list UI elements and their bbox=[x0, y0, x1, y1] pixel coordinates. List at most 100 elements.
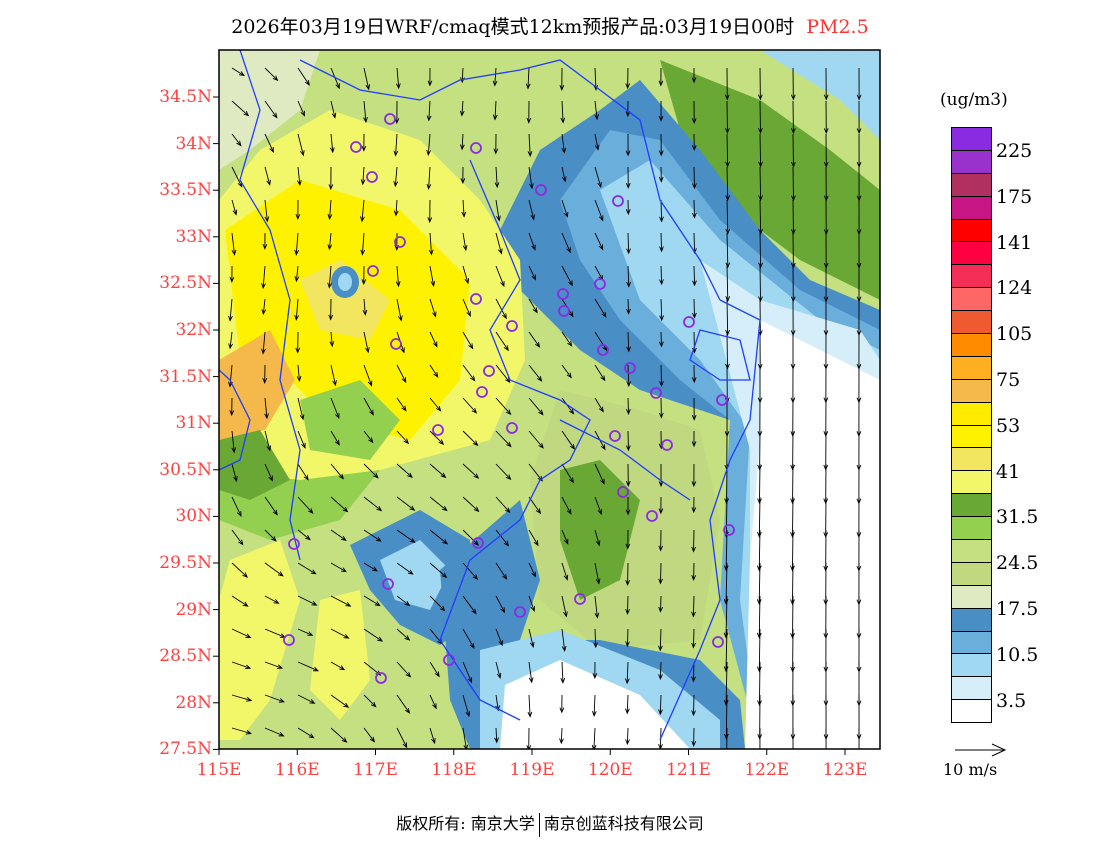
station-marker bbox=[514, 606, 526, 618]
wind-arrow bbox=[856, 100, 862, 135]
station-marker bbox=[367, 265, 379, 277]
wind-arrow bbox=[328, 166, 334, 191]
wind-arrow bbox=[495, 331, 509, 352]
wind-arrow bbox=[593, 628, 598, 649]
wind-arrow bbox=[297, 727, 315, 739]
wind-arrow bbox=[427, 199, 433, 224]
wind-arrow bbox=[756, 595, 762, 639]
wind-arrow bbox=[462, 232, 468, 252]
longitude-label: 118E bbox=[431, 760, 477, 780]
wind-arrow bbox=[297, 166, 302, 187]
wind-arrow bbox=[758, 166, 763, 202]
wind-arrow bbox=[626, 265, 631, 288]
monitoring-stations bbox=[283, 113, 735, 684]
wind-arrow bbox=[528, 199, 535, 221]
wind-arrow bbox=[823, 100, 829, 135]
wind-arrow bbox=[691, 562, 697, 581]
wind-arrow bbox=[462, 628, 475, 649]
wind-arrow bbox=[264, 67, 279, 82]
wind-arrow bbox=[264, 727, 285, 737]
wind-arrow bbox=[561, 232, 571, 254]
wind-arrow bbox=[561, 430, 576, 450]
wind-arrow bbox=[658, 628, 663, 652]
wind-arrow bbox=[495, 265, 505, 288]
wind-arrow bbox=[362, 298, 368, 316]
wind-arrow bbox=[528, 331, 541, 348]
wind-arrow bbox=[625, 100, 631, 118]
wind-arrow bbox=[327, 265, 332, 289]
wind-arrow bbox=[658, 496, 664, 515]
wind-arrow bbox=[297, 529, 311, 541]
wind-arrow bbox=[363, 562, 378, 572]
legend-color-box bbox=[952, 150, 991, 174]
latitude-label: 28.5N bbox=[159, 646, 212, 667]
wind-arrow bbox=[691, 595, 696, 618]
wind-arrow bbox=[229, 397, 235, 417]
wind-arrow bbox=[791, 133, 796, 168]
wind-arrow bbox=[393, 199, 399, 217]
wind-arrow bbox=[396, 694, 411, 714]
legend-label: 141 bbox=[996, 231, 1033, 254]
longitude-label: 123E bbox=[822, 760, 868, 780]
legend-color-box bbox=[952, 448, 991, 472]
wind-arrow bbox=[363, 529, 382, 542]
wind-arrow bbox=[790, 496, 795, 538]
wind-arrow bbox=[561, 364, 572, 379]
wind-arrow bbox=[559, 694, 565, 714]
station-marker bbox=[506, 320, 518, 332]
wind-arrow bbox=[330, 463, 345, 480]
latitude-label: 30.5N bbox=[159, 459, 212, 480]
wind-arrow bbox=[561, 265, 573, 287]
station-marker bbox=[288, 538, 300, 550]
wind-arrow bbox=[429, 364, 439, 378]
station-marker bbox=[646, 510, 658, 522]
legend-unit: (ug/m3) bbox=[940, 90, 1008, 110]
wind-arrow bbox=[462, 265, 470, 285]
wind-arrow bbox=[658, 397, 664, 419]
wind-arrow bbox=[396, 562, 414, 575]
station-marker bbox=[470, 142, 482, 154]
wind-arrow bbox=[459, 133, 465, 151]
wind-arrow bbox=[726, 727, 728, 749]
station-marker bbox=[443, 654, 455, 666]
wind-arrow bbox=[625, 727, 630, 746]
legend-color-box bbox=[952, 288, 991, 312]
wind-arrow bbox=[231, 529, 244, 546]
wind-arrow bbox=[295, 331, 301, 354]
wind-arrow bbox=[231, 67, 245, 77]
wind-arrow bbox=[231, 694, 253, 702]
wind-arrow bbox=[495, 397, 512, 416]
wind-arrow bbox=[561, 496, 572, 515]
wind-arrow bbox=[363, 364, 373, 387]
wind-arrow bbox=[363, 67, 371, 91]
wind-arrow bbox=[231, 661, 252, 670]
station-marker bbox=[650, 387, 662, 399]
legend-color-box bbox=[952, 242, 991, 266]
wind-arrow bbox=[624, 661, 630, 685]
station-marker bbox=[384, 113, 396, 125]
legend-color-box bbox=[952, 379, 991, 403]
legend-label: 75 bbox=[996, 369, 1021, 391]
legend-label: 10.5 bbox=[996, 643, 1039, 666]
wind-arrow bbox=[626, 331, 631, 353]
wind-arrow bbox=[330, 496, 349, 513]
wind-vectors bbox=[228, 67, 862, 749]
latitude-label: 31.5N bbox=[159, 366, 212, 387]
station-marker bbox=[472, 537, 484, 549]
wind-arrow bbox=[725, 298, 730, 336]
legend-label: 41 bbox=[996, 460, 1021, 483]
wind-arrow bbox=[395, 265, 401, 288]
wind-arrow bbox=[429, 463, 447, 479]
wind-arrow bbox=[725, 232, 731, 269]
wind-arrow bbox=[858, 727, 860, 749]
wind-arrow bbox=[361, 265, 367, 286]
wind-arrow bbox=[790, 562, 795, 606]
wind-arrow bbox=[723, 694, 729, 740]
map-title: 2026年03月19日WRF/cmaq模式12km预报产品:03月19日00时 P… bbox=[0, 12, 1100, 39]
wind-arrow bbox=[360, 199, 365, 223]
wind-arrow bbox=[229, 265, 235, 283]
wind-arrow bbox=[495, 595, 506, 614]
legend-color-box bbox=[952, 540, 991, 563]
